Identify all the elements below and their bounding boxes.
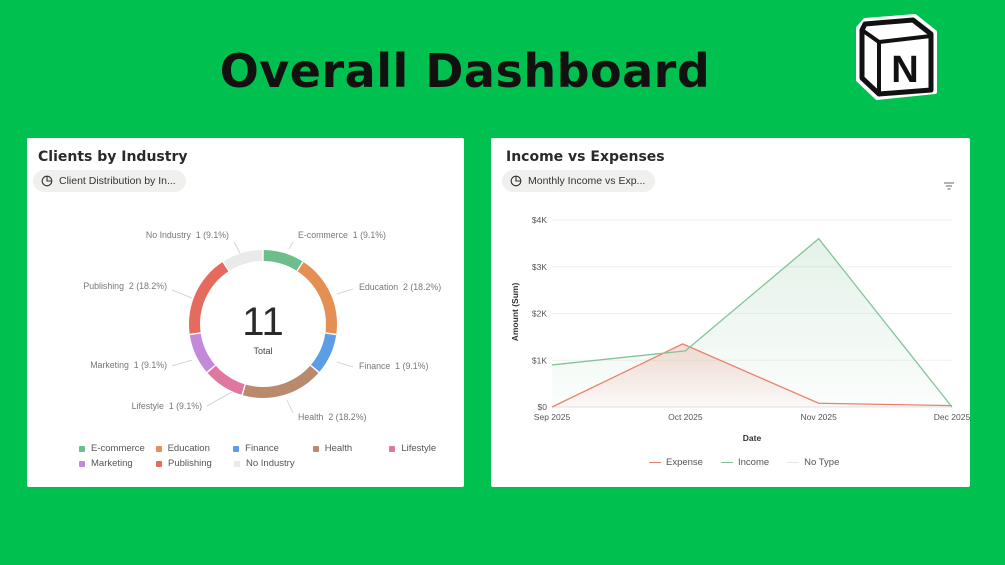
legend-item-e-commerce[interactable]: E-commerce [79, 443, 156, 454]
y-tick-label: $1K [532, 355, 547, 365]
pie-chart-icon [510, 175, 522, 187]
donut-label-ecom: E-commerce 1 (9.1%) [298, 230, 386, 240]
clients-legend: E-commerce Education Finance Health Lifestyl… [79, 443, 449, 473]
legend-label: Lifestyle [401, 443, 437, 454]
income-area-fill [552, 238, 952, 407]
legend-line-swatch [649, 461, 661, 464]
monthly-income-view-label: Monthly Income vs Exp... [528, 175, 646, 187]
donut-slice-no-industry[interactable] [223, 250, 263, 271]
income-card-title: Income vs Expenses [506, 149, 665, 165]
donut-slice-finance[interactable] [311, 333, 337, 372]
notion-logo-icon: N [856, 14, 937, 100]
donut-leader-line [336, 361, 354, 368]
legend-swatch [312, 445, 319, 452]
donut-label-mkt: Marketing 1 (9.1%) [90, 360, 167, 370]
page-title: Overall Dashboard [219, 44, 711, 98]
logo-letter: N [891, 49, 918, 91]
donut-leader-line [171, 289, 193, 299]
legend-item-expense[interactable]: Expense [649, 457, 703, 468]
donut-label-none: No Industry 1 (9.1%) [146, 230, 229, 240]
legend-item-income[interactable]: Income [720, 457, 770, 468]
legend-item-no-industry[interactable]: No Industry [234, 458, 314, 469]
legend-row: Marketing Publishing No Industry [79, 458, 449, 469]
client-distribution-view-label: Client Distribution by In... [59, 175, 176, 187]
y-tick-label: $4K [532, 215, 547, 225]
legend-item-finance[interactable]: Finance [233, 443, 313, 454]
x-tick-label: Sep 2025 [534, 412, 571, 422]
clients-donut-chart: E-commerce 1 (9.1%) Education 2 (18.2%) Fi… [83, 230, 441, 422]
donut-label-health: Health 2 (18.2%) [298, 412, 367, 422]
legend-swatch [79, 460, 85, 467]
legend-swatch [79, 445, 85, 452]
legend-swatch [234, 460, 240, 467]
x-tick-label: Nov 2025 [800, 412, 837, 422]
y-tick-label: $3K [532, 262, 547, 272]
y-tick-label: $2K [532, 309, 547, 319]
legend-item-no-type[interactable]: No Type [787, 457, 839, 468]
filter-icon [944, 182, 954, 190]
legend-swatch [156, 460, 162, 467]
legend-label: Publishing [168, 458, 212, 469]
x-tick-label: Dec 2025 [934, 412, 970, 422]
donut-slice-health[interactable] [242, 365, 319, 399]
donut-slice-e-commerce[interactable] [263, 250, 303, 271]
filter-button[interactable] [944, 177, 954, 195]
pie-chart-icon [41, 175, 53, 187]
client-distribution-view-button[interactable]: Client Distribution by In... [33, 170, 186, 192]
legend-label: Finance [245, 443, 279, 454]
donut-total-label: Total [253, 346, 272, 356]
donut-slice-education[interactable] [297, 262, 338, 334]
legend-label: Health [324, 443, 353, 454]
donut-label-edu: Education 2 (18.2%) [359, 282, 441, 292]
donut-leader-line [233, 241, 241, 254]
donut-label-fin: Finance 1 (9.1%) [359, 361, 429, 371]
legend-line-swatch [787, 461, 800, 464]
income-series-line[interactable] [551, 237, 953, 408]
donut-leader-line [336, 288, 354, 295]
expense-series-line[interactable] [551, 343, 953, 408]
income-legend: Expense Income No Type [649, 457, 857, 468]
legend-line-swatch [720, 461, 733, 464]
clients-card-title: Clients by Industry [38, 149, 188, 165]
legend-swatch [155, 445, 162, 452]
legend-item-marketing[interactable]: Marketing [79, 458, 156, 469]
donut-leader-line [206, 391, 233, 407]
legend-label: Marketing [91, 458, 133, 469]
notion-logo: N [855, 14, 939, 100]
legend-label: Income [737, 457, 770, 468]
x-axis-label: Date [743, 433, 762, 443]
clients-by-industry-card: Clients by Industry Client Distribution … [27, 138, 464, 487]
donut-slice-lifestyle[interactable] [207, 365, 245, 395]
legend-item-lifestyle[interactable]: Lifestyle [389, 443, 449, 454]
legend-label: Education [167, 443, 210, 454]
donut-leader-line [286, 399, 294, 414]
legend-item-education[interactable]: Education [155, 443, 234, 454]
income-expenses-area-chart: $0 $1K $2K $3K $4K Sep 2025 Oct 2025 Nov 2025 D… [510, 215, 970, 443]
legend-item-health[interactable]: Health [312, 443, 390, 454]
donut-slice-marketing[interactable] [189, 333, 215, 372]
legend-swatch [233, 445, 240, 452]
y-axis-label: Amount (Sum) [510, 283, 520, 342]
legend-label: Expense [666, 457, 703, 468]
x-tick-label: Oct 2025 [668, 412, 703, 422]
income-vs-expenses-card: Income vs Expenses Monthly Income vs Exp… [491, 138, 970, 487]
y-tick-label: $0 [538, 402, 548, 412]
donut-leader-line [171, 359, 193, 367]
legend-item-publishing[interactable]: Publishing [156, 458, 234, 469]
legend-label: No Industry [246, 458, 295, 469]
donut-leader-line [288, 241, 294, 250]
donut-label-pub: Publishing 2 (18.2%) [83, 281, 167, 291]
donut-total-value: 11 [242, 300, 284, 344]
legend-swatch [389, 445, 396, 452]
legend-label: No Type [804, 457, 840, 468]
legend-row: E-commerce Education Finance Health Lifestyl… [79, 443, 449, 454]
monthly-income-view-button[interactable]: Monthly Income vs Exp... [502, 170, 656, 192]
legend-label: E-commerce [91, 443, 145, 454]
donut-slice-publishing[interactable] [189, 262, 229, 334]
donut-label-life: Lifestyle 1 (9.1%) [132, 401, 202, 411]
